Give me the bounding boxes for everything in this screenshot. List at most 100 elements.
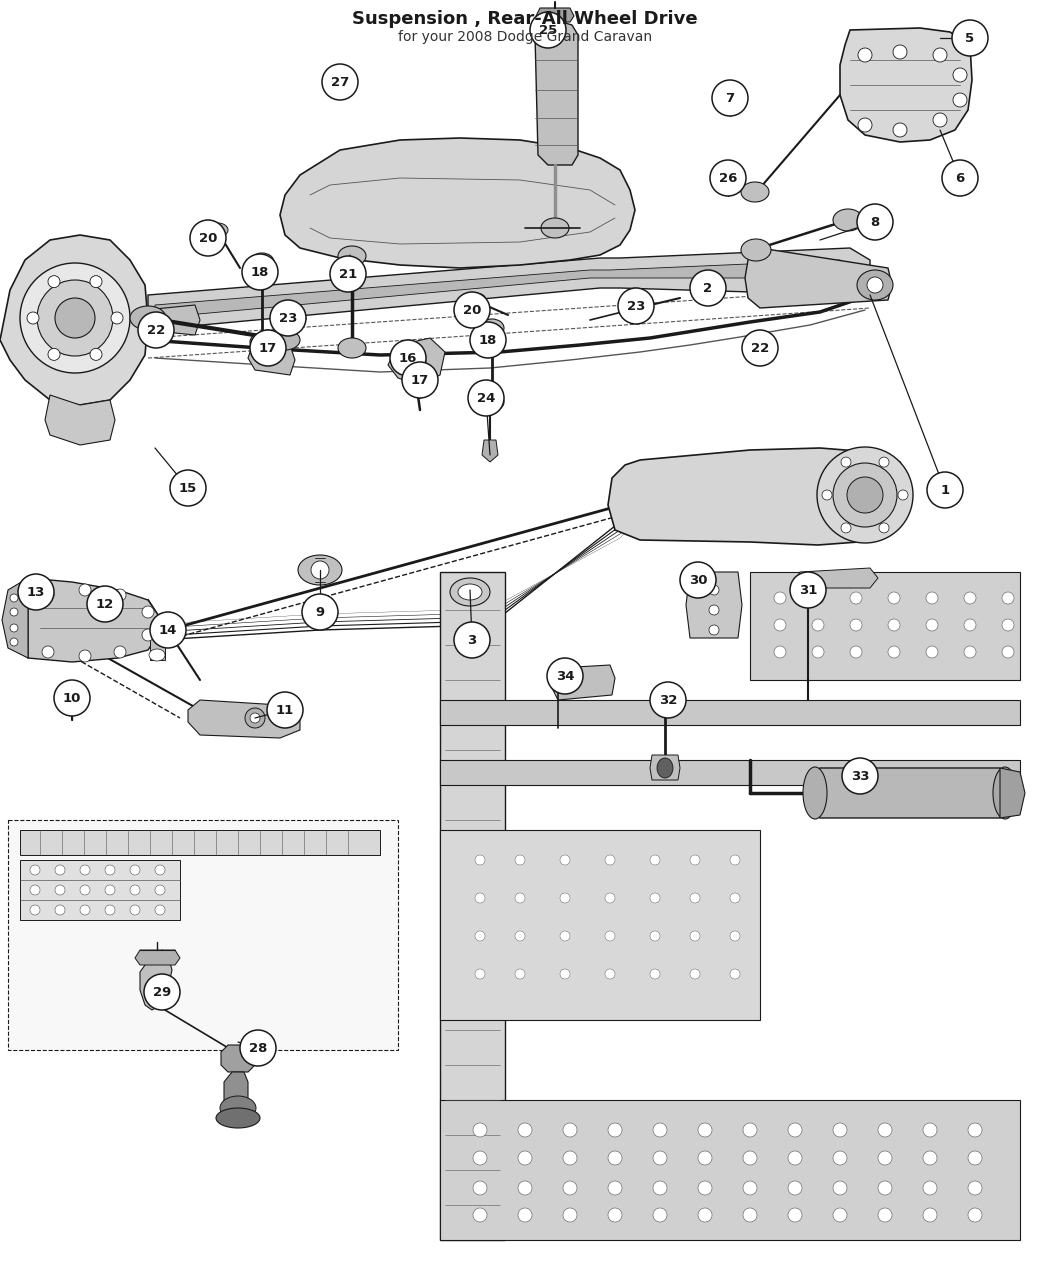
Circle shape	[475, 969, 485, 979]
Ellipse shape	[280, 312, 304, 329]
Circle shape	[270, 300, 306, 336]
Circle shape	[817, 447, 914, 543]
Circle shape	[923, 1151, 937, 1165]
Text: 2: 2	[704, 281, 713, 295]
Circle shape	[709, 585, 719, 595]
Circle shape	[155, 885, 165, 895]
Circle shape	[55, 905, 65, 916]
Polygon shape	[135, 950, 180, 965]
Text: 10: 10	[63, 692, 81, 705]
Text: 22: 22	[147, 323, 165, 337]
Circle shape	[311, 561, 329, 578]
Circle shape	[114, 589, 126, 601]
Circle shape	[867, 277, 883, 292]
Polygon shape	[145, 305, 200, 335]
Circle shape	[730, 931, 740, 941]
Circle shape	[850, 619, 862, 631]
Text: 18: 18	[251, 266, 269, 278]
Text: 32: 32	[658, 693, 677, 706]
Ellipse shape	[466, 292, 486, 306]
Circle shape	[743, 1181, 757, 1195]
Ellipse shape	[480, 393, 504, 411]
Text: 23: 23	[627, 300, 645, 313]
Text: 27: 27	[331, 75, 349, 88]
Ellipse shape	[298, 555, 342, 585]
Ellipse shape	[741, 239, 771, 261]
Polygon shape	[155, 261, 855, 318]
Ellipse shape	[250, 253, 274, 271]
Circle shape	[968, 1151, 982, 1165]
Ellipse shape	[458, 584, 482, 600]
Circle shape	[42, 589, 54, 601]
Circle shape	[551, 678, 565, 692]
Circle shape	[650, 682, 686, 718]
Circle shape	[964, 593, 977, 604]
Circle shape	[653, 1181, 667, 1195]
Circle shape	[650, 969, 660, 979]
Circle shape	[150, 612, 186, 647]
Circle shape	[968, 1181, 982, 1195]
Circle shape	[10, 638, 18, 646]
Text: 26: 26	[719, 171, 737, 184]
Ellipse shape	[130, 306, 166, 329]
Circle shape	[788, 1208, 802, 1222]
Ellipse shape	[404, 366, 426, 382]
Text: 17: 17	[259, 341, 277, 355]
Circle shape	[518, 1122, 532, 1137]
Circle shape	[563, 1181, 578, 1195]
Circle shape	[475, 856, 485, 865]
Circle shape	[698, 1208, 712, 1222]
Circle shape	[878, 1151, 892, 1165]
Circle shape	[709, 605, 719, 616]
Circle shape	[964, 646, 977, 658]
Text: 31: 31	[799, 584, 817, 596]
Circle shape	[55, 865, 65, 875]
Text: Suspension , Rear-All Wheel Drive: Suspension , Rear-All Wheel Drive	[352, 10, 698, 28]
Circle shape	[822, 490, 832, 501]
Circle shape	[105, 865, 116, 875]
Circle shape	[87, 586, 123, 622]
FancyBboxPatch shape	[8, 820, 398, 1050]
Circle shape	[111, 312, 123, 324]
Text: 30: 30	[689, 573, 708, 586]
Circle shape	[878, 1181, 892, 1195]
Circle shape	[530, 11, 566, 49]
Circle shape	[650, 893, 660, 903]
Circle shape	[560, 893, 570, 903]
Circle shape	[933, 49, 947, 63]
Circle shape	[390, 340, 426, 375]
Polygon shape	[440, 700, 1020, 725]
Circle shape	[879, 457, 889, 467]
Circle shape	[833, 464, 897, 527]
Circle shape	[608, 1122, 622, 1137]
Circle shape	[650, 856, 660, 865]
Circle shape	[114, 646, 126, 658]
Circle shape	[833, 1122, 847, 1137]
Circle shape	[514, 893, 525, 903]
Text: 12: 12	[96, 598, 114, 610]
Circle shape	[54, 679, 90, 716]
Circle shape	[302, 594, 338, 630]
Circle shape	[79, 650, 91, 661]
Polygon shape	[188, 700, 300, 738]
Circle shape	[240, 1031, 276, 1066]
Circle shape	[475, 931, 485, 941]
Polygon shape	[2, 578, 28, 658]
Circle shape	[964, 619, 977, 631]
Circle shape	[833, 1151, 847, 1165]
Circle shape	[105, 885, 116, 895]
Circle shape	[952, 20, 988, 56]
Ellipse shape	[250, 333, 274, 351]
Ellipse shape	[741, 183, 769, 202]
Ellipse shape	[338, 246, 366, 266]
Circle shape	[18, 573, 54, 610]
Polygon shape	[1000, 767, 1025, 819]
Circle shape	[410, 354, 426, 370]
Circle shape	[80, 905, 90, 916]
Circle shape	[30, 865, 40, 875]
Circle shape	[475, 893, 485, 903]
Circle shape	[812, 619, 824, 631]
Circle shape	[1002, 646, 1014, 658]
Ellipse shape	[149, 649, 165, 661]
Circle shape	[608, 1208, 622, 1222]
